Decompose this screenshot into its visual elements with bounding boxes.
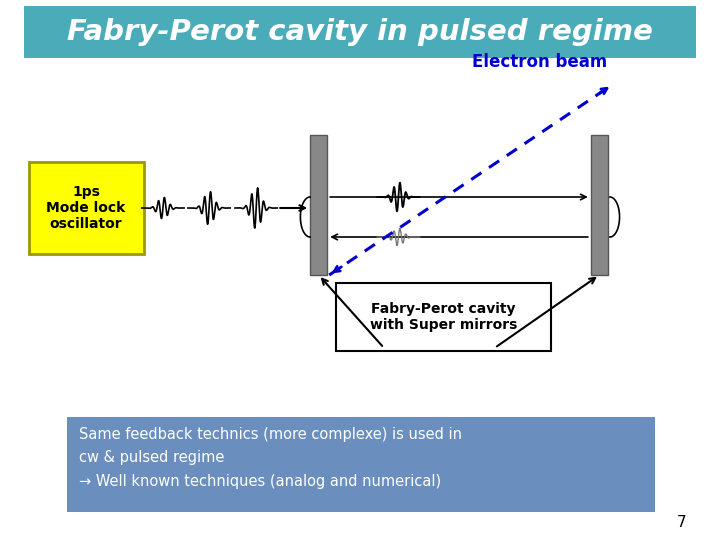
Text: 7: 7	[678, 515, 687, 530]
Text: Electron beam: Electron beam	[472, 53, 607, 71]
Bar	[310, 135, 328, 275]
Text: Fabry-Perot cavity in pulsed regime: Fabry-Perot cavity in pulsed regime	[67, 18, 653, 46]
Bar	[24, 6, 696, 58]
Text: 1ps
Mode lock
oscillator: 1ps Mode lock oscillator	[46, 185, 126, 231]
Text: Same feedback technics (more complexe) is used in
cw & pulsed regime
→ Well know: Same feedback technics (more complexe) i…	[79, 427, 462, 489]
Text: Fabry-Perot cavity
with Super mirrors: Fabry-Perot cavity with Super mirrors	[370, 302, 517, 332]
FancyBboxPatch shape	[30, 162, 144, 254]
Bar	[67, 417, 655, 512]
Bar	[590, 135, 608, 275]
FancyBboxPatch shape	[336, 283, 552, 351]
